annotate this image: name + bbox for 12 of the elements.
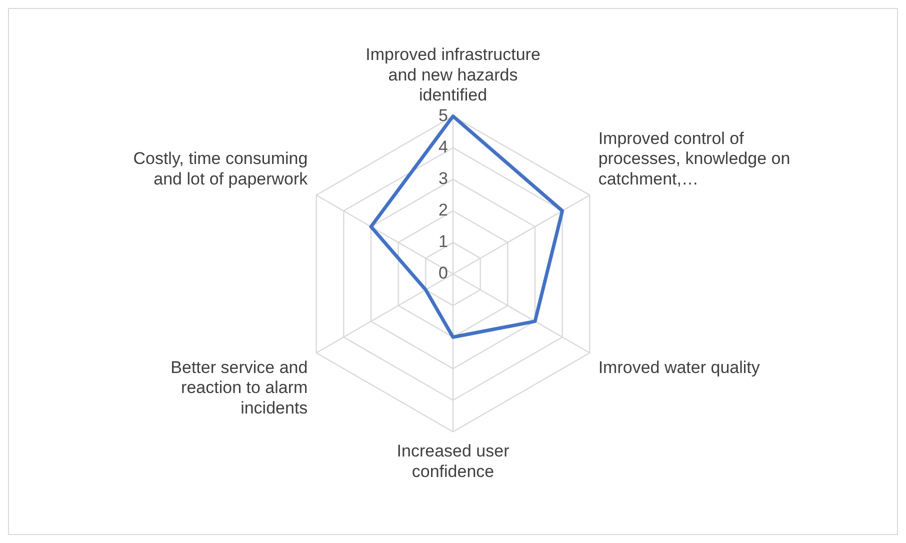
spoke-label: Costly, time consuming and lot of paperwork bbox=[133, 149, 308, 189]
y-tick-label: 3 bbox=[438, 169, 448, 188]
y-tick-label: 2 bbox=[438, 200, 448, 220]
spoke-label: Increased user confidence bbox=[396, 442, 510, 482]
spoke-label: Improved control of processes, knowledge on catchment,… bbox=[598, 128, 790, 189]
spoke-label: Better service and reaction to alarm incidents bbox=[170, 358, 308, 418]
spoke-label: Imroved water quality bbox=[598, 358, 760, 377]
y-tick-label: 5 bbox=[438, 106, 448, 125]
y-tick-label: 4 bbox=[438, 137, 448, 156]
y-tick-label: 1 bbox=[438, 232, 448, 252]
y-tick-label: 0 bbox=[438, 264, 448, 283]
spoke-label: Improved infrastructure and new hazards identified bbox=[366, 44, 540, 105]
